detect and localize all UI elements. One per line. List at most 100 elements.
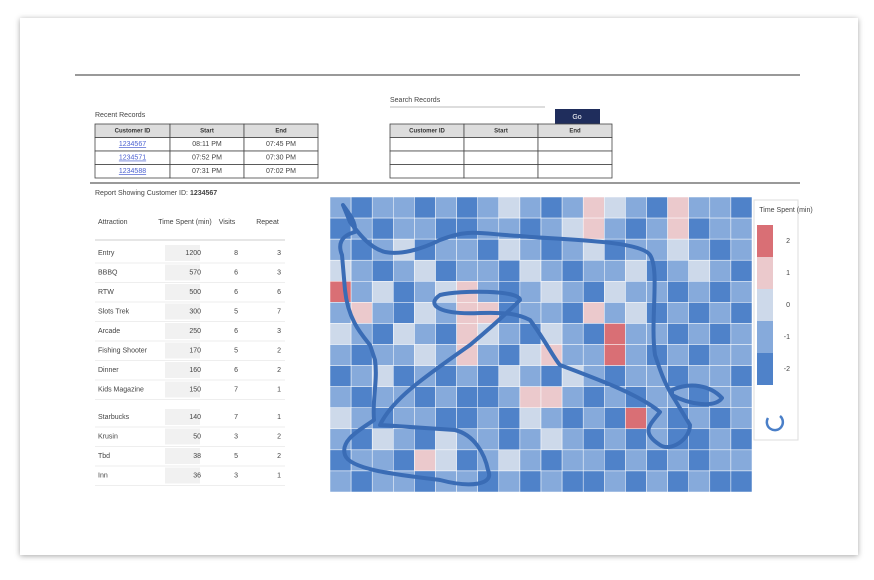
report-cell: Arcade bbox=[98, 328, 120, 335]
heat-cell bbox=[709, 302, 732, 324]
heat-cell bbox=[393, 344, 415, 366]
heat-cell bbox=[477, 259, 500, 282]
header-label: Customer ID bbox=[409, 128, 445, 134]
heat-cell bbox=[709, 323, 732, 345]
header-label: Start bbox=[200, 128, 214, 134]
heat-cell bbox=[371, 449, 394, 472]
heat-cell bbox=[730, 386, 753, 408]
shade bbox=[165, 467, 200, 484]
heat-cell bbox=[435, 259, 457, 282]
heat-cell bbox=[456, 407, 478, 430]
go-button[interactable] bbox=[555, 109, 600, 124]
record-link[interactable]: 1234571 bbox=[119, 155, 146, 162]
report-cell: Inn bbox=[98, 472, 108, 479]
report-header: Attraction bbox=[98, 219, 128, 226]
report-header: Visits bbox=[219, 219, 236, 226]
heat-cell bbox=[414, 323, 436, 345]
legend-label: -2 bbox=[784, 366, 790, 373]
heat-cell bbox=[519, 344, 542, 366]
heat-cell bbox=[582, 344, 605, 366]
heat-cell bbox=[435, 196, 457, 219]
report-cell: 8 bbox=[234, 250, 238, 257]
heat-cell bbox=[582, 259, 605, 282]
report-cell: 150 bbox=[189, 386, 201, 393]
heat-cell bbox=[582, 449, 605, 472]
heat-cell bbox=[414, 196, 436, 219]
report-cell: 250 bbox=[189, 328, 201, 335]
heat-cell bbox=[625, 407, 647, 430]
heat-cell bbox=[414, 428, 436, 451]
go-label[interactable]: Go bbox=[572, 114, 581, 121]
heat-cell bbox=[414, 386, 436, 408]
legend-title: Time Spent (min) bbox=[759, 207, 812, 214]
heat-cell bbox=[646, 281, 668, 303]
heat-cell bbox=[709, 344, 732, 366]
heat-cell bbox=[561, 428, 584, 451]
heat-cell bbox=[667, 302, 689, 324]
heat-cell bbox=[709, 196, 732, 219]
shade bbox=[165, 409, 200, 425]
heat-cell bbox=[688, 449, 711, 472]
heat-cell bbox=[477, 238, 500, 261]
legend-swatch bbox=[757, 289, 773, 321]
cell-text: 07:30 PM bbox=[266, 155, 296, 162]
heat-cell bbox=[582, 323, 605, 345]
record-link[interactable]: 1234588 bbox=[119, 168, 146, 175]
heat-cell bbox=[625, 449, 647, 472]
heat-cell bbox=[604, 281, 626, 303]
search-label: Search Records bbox=[390, 97, 441, 104]
report-cell: 2 bbox=[277, 367, 281, 374]
heat-cell bbox=[477, 386, 500, 408]
heat-cell bbox=[456, 470, 478, 493]
heat-cell bbox=[604, 302, 626, 324]
report-cell: 6 bbox=[234, 367, 238, 374]
heat-cell bbox=[414, 302, 436, 324]
heat-cell bbox=[561, 196, 584, 219]
report-cell: 50 bbox=[193, 433, 201, 440]
heat-cell bbox=[477, 365, 500, 387]
heat-cell bbox=[435, 449, 457, 472]
heat-cell bbox=[709, 365, 732, 387]
cell bbox=[537, 150, 613, 165]
report-cell: 3 bbox=[234, 472, 238, 479]
report-cell: 170 bbox=[189, 347, 201, 354]
report-cell: 2 bbox=[277, 433, 281, 440]
report-cell: RTW bbox=[98, 289, 114, 296]
record-link[interactable]: 1234567 bbox=[119, 141, 146, 148]
heat-cell bbox=[393, 259, 415, 282]
heat-cell bbox=[350, 281, 373, 303]
heat-cell bbox=[329, 407, 352, 430]
heat-cell bbox=[477, 344, 500, 366]
refresh-icon[interactable] bbox=[765, 415, 785, 432]
heat-cell bbox=[730, 217, 753, 240]
heat-cell bbox=[604, 470, 626, 493]
cell-text: 07:31 PM bbox=[192, 168, 222, 175]
heat-cell bbox=[561, 344, 584, 366]
heat-cell bbox=[456, 196, 478, 219]
shade bbox=[165, 428, 200, 445]
report-cell: 2 bbox=[277, 453, 281, 460]
heat-cell bbox=[540, 281, 563, 303]
heat-cell bbox=[625, 302, 647, 324]
heat-cell bbox=[667, 281, 689, 303]
report-cell: 1 bbox=[277, 472, 281, 479]
report-cell: 140 bbox=[189, 414, 201, 421]
heat-cell bbox=[371, 302, 394, 324]
report-cell: 3 bbox=[277, 328, 281, 335]
cell bbox=[463, 150, 539, 165]
heat-cell bbox=[561, 323, 584, 345]
heat-cell bbox=[435, 323, 457, 345]
heat-cell bbox=[393, 217, 415, 240]
heat-cell bbox=[730, 196, 753, 219]
heat-cell bbox=[540, 302, 563, 324]
heat-cell bbox=[709, 449, 732, 472]
cell bbox=[463, 137, 539, 152]
heat-cell bbox=[393, 196, 415, 219]
heat-cell bbox=[519, 470, 542, 493]
report-cell: 7 bbox=[234, 386, 238, 393]
legend-label: 0 bbox=[786, 302, 790, 309]
heat-cell bbox=[371, 428, 394, 451]
heat-cell bbox=[498, 323, 521, 345]
heat-cell bbox=[498, 365, 521, 387]
heat-cell bbox=[350, 365, 373, 387]
